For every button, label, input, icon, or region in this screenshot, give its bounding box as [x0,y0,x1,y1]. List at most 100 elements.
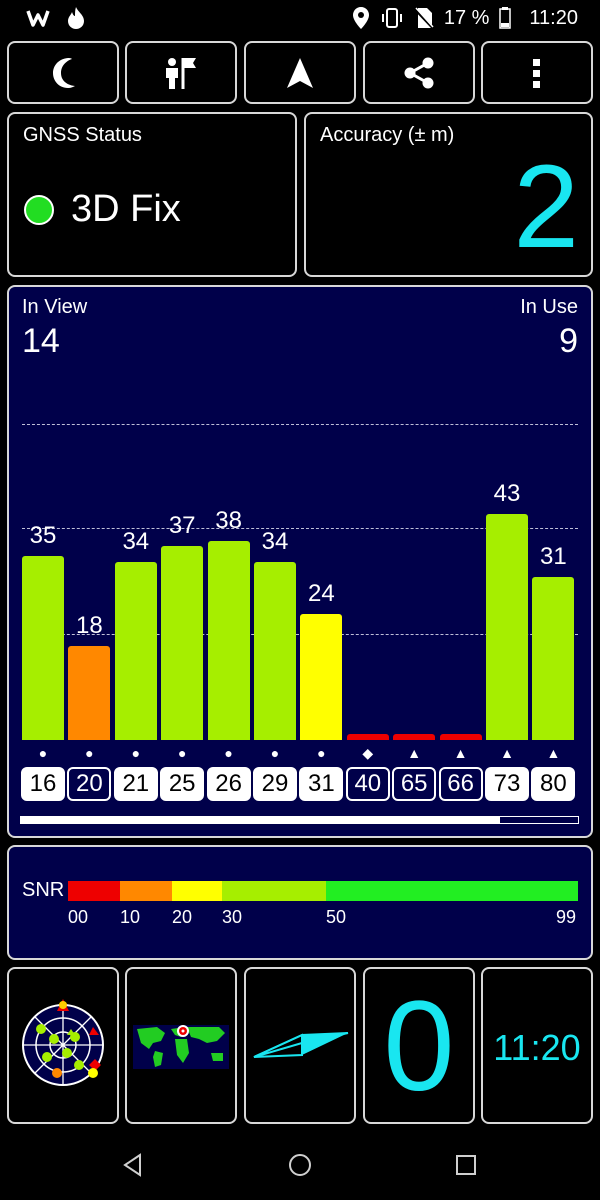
satellite-prn-21[interactable]: 21 [113,767,158,801]
world-map-widget[interactable] [125,967,237,1124]
scan-progress-fill [21,817,501,823]
in-view-count: 14 [22,322,60,360]
signal-bar-29 [254,561,296,740]
snr-tick-00: 00 [68,907,89,927]
constellation-marker-73: ▲ [500,745,514,761]
home-icon[interactable] [287,1152,313,1178]
signal-bar-25 [161,545,204,740]
accuracy-value: 2 [513,141,579,273]
signal-bar-80 [532,577,575,740]
satellite-prn-29[interactable]: 29 [253,767,297,801]
constellation-marker-66: ▲ [453,745,468,761]
signal-bar-65 [393,734,436,740]
share-button[interactable] [363,41,475,104]
signal-value-29: 34 [261,527,289,555]
snr-segment-3 [222,881,326,901]
signal-bar-20 [68,645,111,740]
night-mode-button[interactable] [7,41,119,104]
signal-value-80: 31 [540,543,567,571]
speed-widget[interactable]: 0 [363,967,475,1124]
signal-value-26: 38 [215,506,242,534]
more-options-button[interactable] [481,41,593,104]
constellation-marker-16: ● [38,745,48,761]
signal-bar-21 [114,561,157,740]
fix-indicator-dot [24,195,54,225]
snr-tick-10: 10 [120,907,141,927]
satellite-prn-20[interactable]: 20 [67,767,112,801]
signal-value-21: 34 [122,527,150,555]
world-map-icon [133,1025,229,1069]
fix-status-value: 3D Fix [71,188,181,230]
signal-value-25: 37 [168,511,196,539]
satellite-prn-25[interactable]: 25 [160,767,205,801]
constellation-marker-40: ◆ [362,745,374,761]
signal-value-31: 24 [308,580,335,607]
constellation-marker-31: ● [317,745,326,761]
snr-tick-50: 50 [326,907,347,927]
signal-bar-40 [346,734,389,740]
in-use-label: In Use [520,296,578,318]
signal-bar-66 [439,734,482,740]
navigation-button[interactable] [244,41,356,104]
poi-button[interactable] [125,41,237,104]
signal-bar-31 [300,614,343,740]
satellite-prn-40[interactable]: 40 [345,767,390,801]
clock-widget[interactable]: 11:20 [481,967,593,1124]
satellite-prn-66[interactable]: 66 [438,767,483,801]
sky-plot-widget[interactable] [7,967,119,1124]
no-sim-icon [413,7,434,30]
vibrate-icon [381,8,402,28]
status-bar: 17 % 11:20 [0,0,600,36]
accuracy-panel: Accuracy (± m) 2 [304,112,593,277]
signal-bar-26 [207,540,250,740]
snr-color-scale [68,881,578,901]
signal-value-16: 35 [29,522,57,550]
compass-needle-icon [253,1032,349,1058]
battery-percent: 17 % [443,6,490,29]
signal-bar-73 [486,514,528,740]
snr-legend-panel [7,845,593,960]
gnss-status-label: GNSS Status [23,124,142,146]
compass-widget[interactable] [244,967,356,1124]
constellation-marker-25: ● [177,745,187,761]
w-app-icon [26,10,50,27]
share-icon [404,57,434,88]
satellite-prn-80[interactable]: 80 [531,767,576,801]
navigation-arrow-icon [287,57,313,88]
constellation-marker-21: ● [131,745,141,761]
satellite-prn-73[interactable]: 73 [485,767,529,801]
gnss-status-panel: GNSS Status 3D Fix [7,112,297,277]
in-view-label: In View [22,296,88,318]
location-icon [352,7,369,29]
status-time: 11:20 [529,6,578,29]
satellite-prn-26[interactable]: 26 [206,767,251,801]
signal-value-20: 18 [76,611,103,639]
back-icon[interactable] [120,1152,146,1178]
constellation-marker-80: ▲ [546,745,561,761]
in-use-count: 9 [559,322,578,360]
more-vert-icon [533,58,540,88]
satellite-prn-31[interactable]: 31 [299,767,344,801]
snr-label: SNR [22,879,65,901]
accuracy-label: Accuracy (± m) [320,124,455,146]
satellite-prn-65[interactable]: 65 [392,767,437,801]
signal-bar-16 [22,556,64,740]
grid-line-30 [22,528,578,529]
clock-value: 11:20 [493,1027,581,1068]
grid-line-50 [22,424,578,425]
signal-value-73: 43 [493,480,521,508]
satellite-prn-16[interactable]: 16 [21,767,65,801]
snr-segment-2 [172,881,222,901]
system-navigation-bar [0,1130,600,1200]
constellation-marker-29: ● [270,745,280,761]
fire-icon [68,7,84,29]
recents-icon[interactable] [453,1152,479,1178]
sky-plot-icon [22,999,104,1086]
snr-segment-1 [120,881,172,901]
battery-icon [499,7,512,29]
snr-tick-30: 30 [222,907,243,927]
snr-tick-99: 99 [556,907,577,927]
night-mode-icon [53,57,75,88]
constellation-marker-20: ● [85,745,94,761]
person-flag-icon [166,57,196,89]
